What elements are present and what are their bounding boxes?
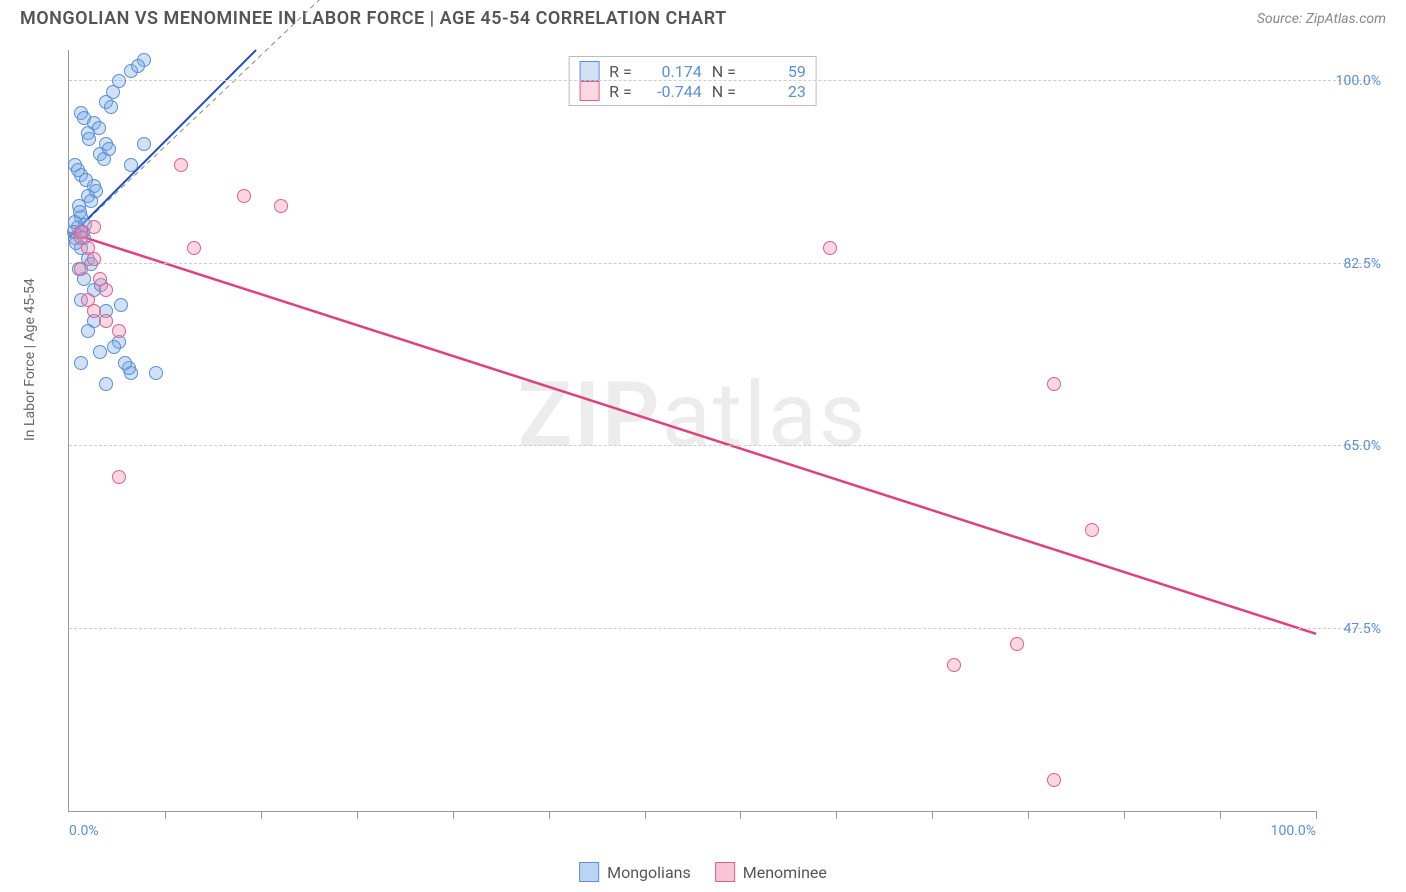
n-label: N =	[712, 62, 736, 81]
data-point	[1085, 523, 1099, 537]
legend-stats-row: R = 0.174 N = 59	[579, 61, 806, 81]
data-point	[74, 356, 88, 370]
swatch-menominee	[579, 81, 599, 101]
chart-title: MONGOLIAN VS MENOMINEE IN LABOR FORCE | …	[20, 8, 727, 29]
watermark: ZIPatlas	[518, 363, 868, 468]
r-value-1: -0.744	[642, 82, 702, 101]
data-point	[74, 225, 88, 239]
source-label: Source: ZipAtlas.com	[1257, 11, 1386, 27]
swatch-mongolians-icon	[579, 862, 599, 882]
n-value-0: 59	[746, 62, 806, 81]
y-tick-label: 65.0%	[1343, 438, 1381, 454]
data-point	[92, 121, 106, 135]
data-point	[93, 345, 107, 359]
data-point	[114, 298, 128, 312]
data-point	[1047, 773, 1061, 787]
legend-bottom: Mongolians Menominee	[579, 862, 827, 882]
data-point	[1010, 637, 1024, 651]
swatch-menominee-icon	[715, 862, 735, 882]
data-point	[81, 324, 95, 338]
y-tick-label: 82.5%	[1343, 256, 1381, 272]
data-point	[87, 252, 101, 266]
data-point	[112, 470, 126, 484]
y-tick-label: 100.0%	[1336, 73, 1381, 89]
data-point	[107, 340, 121, 354]
r-value-0: 0.174	[642, 62, 702, 81]
data-point	[947, 658, 961, 672]
data-point	[89, 184, 103, 198]
data-point	[102, 142, 116, 156]
chart-container: In Labor Force | Age 45-54 ZIPatlas R = …	[20, 40, 1386, 842]
data-point	[106, 85, 120, 99]
plot-area: ZIPatlas R = 0.174 N = 59 R = -0.744 N =…	[68, 50, 1316, 812]
trend-lines	[69, 50, 1316, 811]
n-value-1: 23	[746, 82, 806, 101]
x-tick-label: 0.0%	[69, 823, 99, 839]
swatch-mongolians	[579, 61, 599, 81]
x-tick-label: 100.0%	[1271, 823, 1316, 839]
data-point	[71, 163, 85, 177]
y-tick-label: 47.5%	[1343, 621, 1381, 637]
legend-item-mongolians: Mongolians	[579, 862, 691, 882]
data-point	[74, 262, 88, 276]
data-point	[99, 314, 113, 328]
data-point	[137, 137, 151, 151]
data-point	[237, 189, 251, 203]
data-point	[87, 304, 101, 318]
data-point	[99, 283, 113, 297]
data-point	[187, 241, 201, 255]
data-point	[73, 205, 87, 219]
data-point	[104, 100, 118, 114]
data-point	[174, 158, 188, 172]
y-axis-title: In Labor Force | Age 45-54	[22, 278, 38, 441]
data-point	[87, 220, 101, 234]
data-point	[112, 324, 126, 338]
data-point	[1047, 377, 1061, 391]
n-label: N =	[712, 82, 736, 101]
legend-label: Menominee	[743, 863, 827, 882]
r-label: R =	[609, 82, 632, 101]
data-point	[77, 111, 91, 125]
r-label: R =	[609, 62, 632, 81]
data-point	[124, 158, 138, 172]
data-point	[149, 366, 163, 380]
data-point	[823, 241, 837, 255]
data-point	[131, 59, 145, 73]
data-point	[118, 356, 132, 370]
legend-label: Mongolians	[607, 863, 691, 882]
data-point	[99, 377, 113, 391]
legend-stats-row: R = -0.744 N = 23	[579, 81, 806, 101]
data-point	[274, 199, 288, 213]
legend-item-menominee: Menominee	[715, 862, 827, 882]
